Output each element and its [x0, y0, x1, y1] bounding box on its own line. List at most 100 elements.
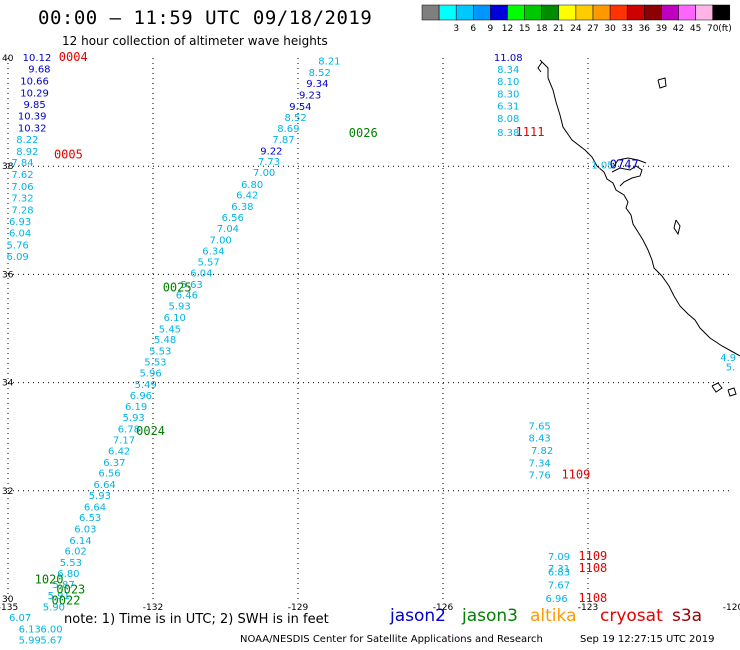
lat-tick-label: 36	[2, 270, 14, 280]
pass-time-label: 0024	[136, 424, 165, 438]
wave-height-value: 9.22	[260, 146, 282, 157]
legend-label: 36	[639, 24, 651, 34]
wave-height-value: 6.93	[9, 217, 31, 228]
coastline-california	[539, 59, 740, 357]
wave-height-value: 7.76	[529, 470, 551, 481]
satellite-cryosat: cryosat	[600, 606, 663, 626]
wave-height-value: 7.67	[548, 581, 570, 592]
wave-height-value: 6.53	[79, 513, 101, 524]
legend-swatch	[524, 4, 542, 21]
pass-time-label: 1109	[578, 549, 607, 563]
legend-label: 21	[553, 24, 564, 34]
coastline	[537, 59, 740, 397]
legend-swatch	[507, 4, 525, 21]
legend-label: 45	[690, 24, 701, 34]
wave-height-value: 5.67	[40, 635, 62, 646]
wave-height-values: 10.129.6810.6610.299.8510.3910.328.228.9…	[7, 53, 737, 646]
wave-height-value: 7.65	[529, 422, 551, 433]
tick-labels: -135 -132 -129 -126 -123 -120 40 38 36 34 32 30	[0, 54, 740, 613]
wave-height-value: 5.93	[89, 491, 111, 502]
satellite-altika: altika	[530, 606, 577, 626]
wave-height-value: 7.04	[217, 224, 239, 235]
legend-swatch	[455, 4, 474, 21]
map-title: 00:00 — 11:59 UTC 09/18/2019	[38, 7, 373, 29]
wave-height-value: 5.	[726, 363, 736, 374]
wave-height-value: 6.64	[94, 480, 116, 491]
pass-time-label: 0005	[54, 148, 83, 162]
legend-label: 3	[453, 24, 459, 34]
wave-height-value: 6.09	[7, 252, 29, 263]
timestamp: Sep 19 12:27:15 UTC 2019	[580, 634, 715, 645]
wave-height-value: 5.49	[135, 380, 157, 391]
wave-height-value: 8.43	[529, 434, 551, 445]
wave-height-value: 7.32	[11, 193, 33, 204]
legend-swatch	[592, 4, 611, 21]
wave-height-value: 8.21	[318, 56, 340, 67]
wave-height-value: 6.10	[164, 313, 186, 324]
legend-swatch	[695, 4, 713, 21]
lake-outline	[673, 219, 681, 236]
legend-label: 18	[536, 24, 548, 34]
lat-tick-label: 34	[2, 379, 14, 389]
wave-height-value: 5.90	[43, 602, 65, 613]
wave-height-value: 8.22	[16, 135, 38, 146]
wave-height-value: 7.62	[11, 170, 33, 181]
wave-height-value: 9.54	[289, 102, 311, 113]
wave-height-value: 7.82	[531, 446, 553, 457]
wave-height-value: 6.37	[103, 458, 125, 469]
legend-label: 42	[673, 24, 684, 34]
legend-unit: (ft)	[718, 24, 732, 34]
wave-height-value: 5.45	[159, 324, 181, 335]
lat-tick-label: 32	[2, 487, 13, 497]
wave-height-value: 6.64	[84, 502, 106, 513]
wave-height-value: 10.32	[18, 124, 47, 135]
pass-time-label: 0023	[56, 583, 85, 597]
lake-tahoe	[657, 77, 667, 89]
lat-tick-label: 38	[2, 162, 14, 172]
wave-height-value: 6.34	[202, 246, 224, 257]
legend-label: 24	[570, 24, 582, 34]
wave-height-value: 1.05	[591, 160, 613, 171]
wave-height-value: 7.84	[11, 158, 33, 169]
pass-time-label: 1108	[578, 591, 607, 605]
lat-tick-label: 30	[2, 595, 14, 605]
pass-time-label: 0022	[52, 593, 81, 607]
pass-time-label: 0026	[349, 126, 378, 140]
pass-time-label: 1108	[578, 561, 607, 575]
color-legend: 3 6 9 12 15 18 21 24 27 30 33 36 39 42 45 70 (ft)	[421, 4, 732, 34]
wave-height-value: 7.34	[529, 458, 551, 469]
legend-label: 6	[470, 24, 476, 34]
wave-height-value: 6.46	[176, 291, 198, 302]
wave-height-value: 5.53	[149, 346, 171, 357]
wave-height-value: 5.91	[48, 591, 70, 602]
island-a	[711, 382, 723, 393]
lon-tick-label: -120	[723, 603, 740, 613]
wave-height-value: 6.19	[125, 402, 147, 413]
legend-swatch	[541, 4, 560, 21]
wave-height-value: 5.57	[197, 258, 219, 269]
legend-swatch	[490, 4, 508, 21]
legend-swatch	[473, 4, 491, 21]
lat-tick-label: 40	[2, 54, 14, 64]
wave-height-value: 6.31	[497, 101, 519, 112]
pass-time-label: 0747	[610, 157, 639, 171]
wave-height-value: 7.00	[210, 236, 232, 247]
wave-height-value: 8.38	[497, 128, 519, 139]
legend-swatch	[609, 4, 628, 21]
wave-height-value: 5.93	[168, 302, 190, 313]
legend-label: 9	[488, 24, 494, 34]
legend-swatch	[575, 4, 594, 21]
legend-swatch	[438, 4, 457, 21]
wave-height-value: 6.14	[69, 536, 91, 547]
legend-label: 12	[502, 24, 513, 34]
wave-height-value: 7.31	[548, 564, 570, 575]
wave-height-value: 5.96	[139, 369, 161, 380]
wave-height-value: 4.9	[720, 353, 736, 364]
wave-height-value: 7.28	[11, 205, 33, 216]
wave-height-value: 6.07	[9, 613, 31, 624]
wave-height-value: 6.04	[190, 269, 212, 280]
wave-height-value: 6.02	[65, 547, 87, 558]
pass-time-label: 0025	[163, 281, 192, 295]
